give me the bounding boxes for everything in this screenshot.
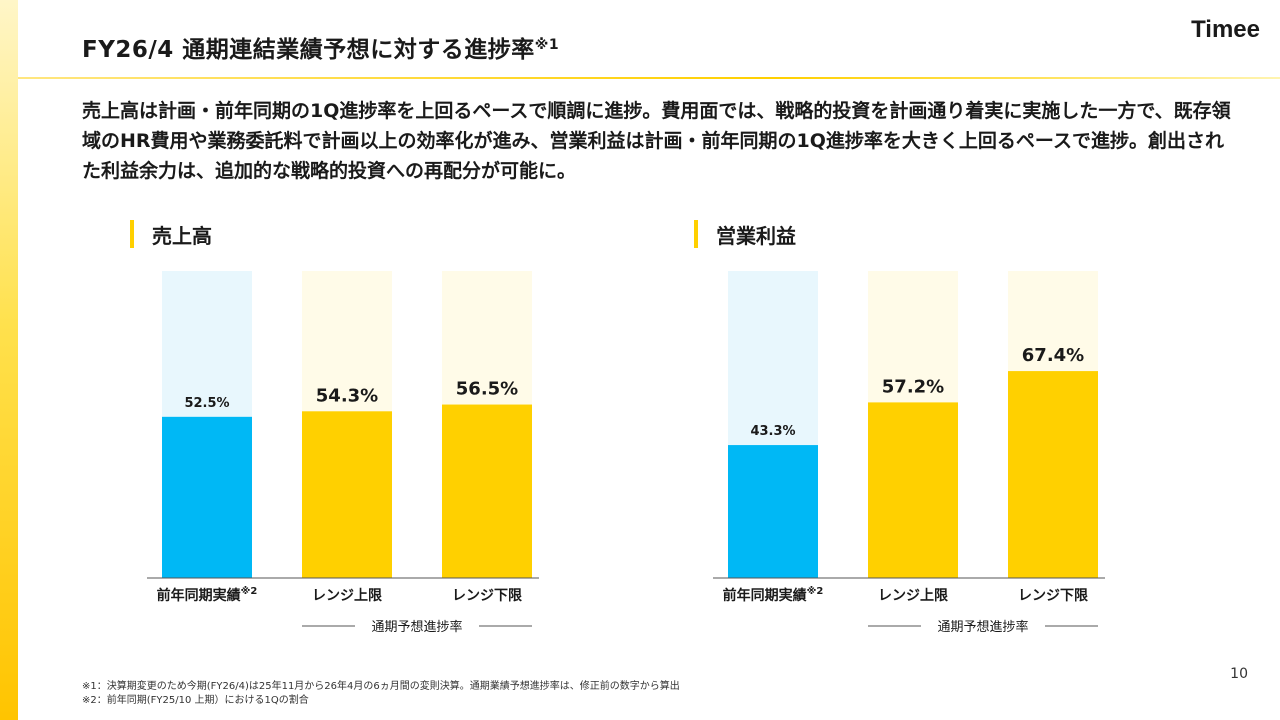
page-title-note: ※1 — [534, 37, 560, 53]
data-label: 54.3% — [316, 385, 378, 406]
data-label: 67.4% — [1022, 345, 1084, 366]
category-label: レンジ上限 — [878, 588, 948, 604]
category-note: ※2 — [241, 585, 258, 597]
title-divider — [18, 77, 1280, 79]
bar — [868, 402, 958, 578]
page-title-text: FY26/4 通期連結業績予想に対する進捗率 — [82, 37, 535, 63]
chart-title-marker — [130, 220, 134, 248]
category-label: レンジ下限 — [1018, 588, 1088, 604]
group-label: 通期予想進捗率 — [371, 619, 462, 635]
category-label: レンジ上限 — [312, 588, 382, 604]
bar — [1008, 371, 1098, 578]
data-label: 43.3% — [750, 424, 795, 439]
category-note: ※2 — [807, 585, 824, 597]
page-number: 10 — [1230, 666, 1248, 682]
chart-title-sales: 売上高 — [130, 218, 212, 250]
group-label: 通期予想進捗率 — [937, 619, 1028, 635]
footnote-1: ※1：決算期変更のため今期(FY26/4)は25年11月から26年4月の6ヵ月間… — [82, 681, 680, 692]
bar — [728, 445, 818, 578]
bar — [162, 416, 252, 578]
chart-title-marker — [694, 220, 698, 248]
category-label: 前年同期実績※2 — [723, 585, 824, 604]
chart-title-text: 売上高 — [152, 223, 212, 248]
timee-logo: Timee — [1191, 16, 1260, 43]
bar — [442, 404, 532, 578]
left-accent-stripe — [0, 0, 18, 720]
category-label: レンジ下限 — [452, 588, 522, 604]
footnotes: ※1：決算期変更のため今期(FY26/4)は25年11月から26年4月の6ヵ月間… — [82, 680, 680, 708]
footnote-2: ※2：前年同期(FY25/10 上期）における1Qの割合 — [82, 695, 309, 706]
data-label: 56.5% — [456, 379, 518, 400]
data-label: 52.5% — [184, 396, 229, 411]
category-label: 前年同期実績※2 — [157, 585, 258, 604]
data-label: 57.2% — [882, 376, 944, 397]
chart-title-text: 営業利益 — [716, 223, 796, 248]
page-title: FY26/4 通期連結業績予想に対する進捗率※1 — [82, 30, 559, 64]
summary-text: 売上高は計画・前年同期の1Q進捗率を上回るペースで順調に進捗。費用面では、戦略的… — [82, 100, 1231, 182]
chart-title-operating-profit: 営業利益 — [694, 218, 796, 250]
bar — [302, 411, 392, 578]
